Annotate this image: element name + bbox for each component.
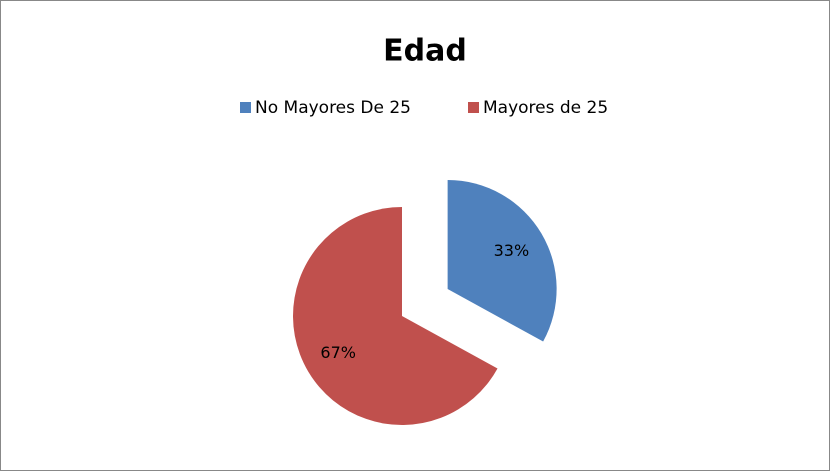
- data-label: 67%: [320, 343, 356, 362]
- legend-label: No Mayores De 25: [255, 98, 411, 118]
- data-label: 33%: [494, 241, 530, 260]
- legend-swatch: [468, 102, 479, 113]
- legend-swatch: [240, 102, 251, 113]
- legend-label: Mayores de 25: [483, 98, 608, 118]
- chart-title: Edad: [383, 34, 467, 69]
- pie-slice: [447, 180, 557, 342]
- pie-slice: [292, 207, 498, 426]
